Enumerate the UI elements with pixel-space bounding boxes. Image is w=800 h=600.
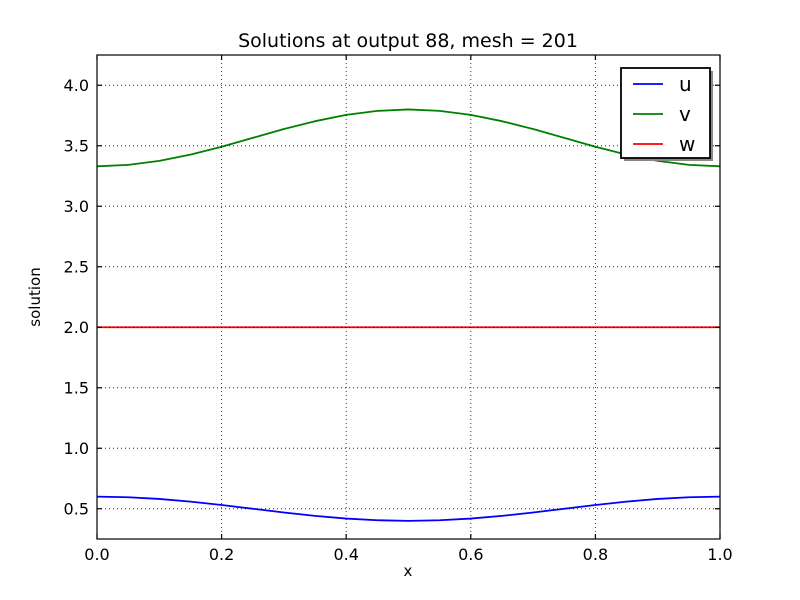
x-tick-label: 0.0 xyxy=(84,545,109,564)
x-tick-label: 1.0 xyxy=(707,545,732,564)
legend-box xyxy=(620,67,711,159)
x-tick-label: 0.8 xyxy=(583,545,608,564)
legend-item-v: v xyxy=(633,102,691,126)
plot-layers: 0.0 0.2 0.4 0.6 0.8 1.0 0.5 1.0 1.5 2.0 2.5 3.0 3.5 4… xyxy=(64,54,733,564)
y-tick-label: 0.5 xyxy=(64,499,89,518)
y-tick-label: 1.0 xyxy=(64,439,89,458)
y-tick-label: 2.5 xyxy=(64,257,89,276)
legend: uvw xyxy=(620,67,713,161)
axes-background xyxy=(97,55,720,539)
y-tick-label: 3.5 xyxy=(64,136,89,155)
x-axis-label: x xyxy=(404,562,413,580)
legend-label-u: u xyxy=(679,72,692,96)
series-line-v xyxy=(96,108,721,168)
series-line-u xyxy=(96,495,721,522)
legend-item-w: w xyxy=(633,132,695,156)
y-tick-label: 1.5 xyxy=(64,378,89,397)
x-tick-label: 0.6 xyxy=(458,545,483,564)
y-axis-label: solution xyxy=(26,267,44,326)
y-tick-label: 4.0 xyxy=(64,76,89,95)
y-tick-label: 2.0 xyxy=(64,318,89,337)
y-tick-label: 3.0 xyxy=(64,197,89,216)
axes-frame xyxy=(96,54,721,540)
plot-title: Solutions at output 88, mesh = 201 xyxy=(238,30,578,52)
x-tick-label: 0.2 xyxy=(209,545,234,564)
legend-label-w: w xyxy=(679,132,695,156)
x-tick-label: 0.4 xyxy=(333,545,358,564)
legend-item-u: u xyxy=(633,72,692,96)
legend-label-v: v xyxy=(679,102,691,126)
